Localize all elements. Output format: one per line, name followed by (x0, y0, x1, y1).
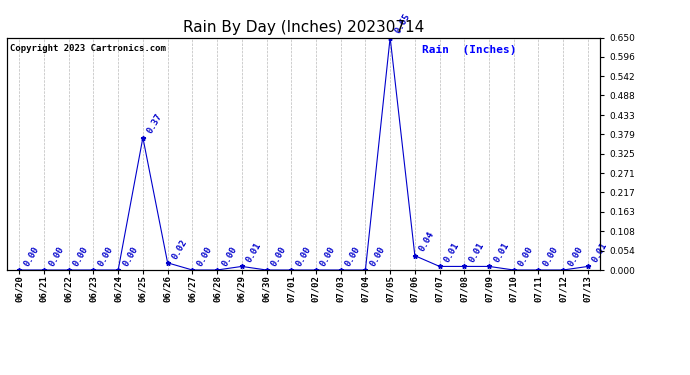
Text: 0.00: 0.00 (319, 244, 337, 268)
Text: 0.00: 0.00 (517, 244, 535, 268)
Text: Copyright 2023 Cartronics.com: Copyright 2023 Cartronics.com (10, 45, 166, 54)
Text: 0.65: 0.65 (393, 12, 412, 35)
Title: Rain By Day (Inches) 20230714: Rain By Day (Inches) 20230714 (183, 20, 424, 35)
Text: 0.01: 0.01 (591, 241, 609, 264)
Text: 0.01: 0.01 (467, 241, 486, 264)
Text: 0.01: 0.01 (492, 241, 511, 264)
Text: 0.00: 0.00 (195, 244, 214, 268)
Text: 0.00: 0.00 (97, 244, 115, 268)
Text: 0.02: 0.02 (170, 237, 189, 261)
Text: 0.00: 0.00 (22, 244, 41, 268)
Text: Rain  (Inches): Rain (Inches) (422, 45, 517, 54)
Text: 0.00: 0.00 (368, 244, 387, 268)
Text: 0.00: 0.00 (294, 244, 313, 268)
Text: 0.00: 0.00 (542, 244, 560, 268)
Text: 0.01: 0.01 (245, 241, 264, 264)
Text: 0.00: 0.00 (344, 244, 362, 268)
Text: 0.00: 0.00 (47, 244, 66, 268)
Text: 0.37: 0.37 (146, 112, 164, 135)
Text: 0.01: 0.01 (442, 241, 461, 264)
Text: 0.00: 0.00 (72, 244, 90, 268)
Text: 0.00: 0.00 (566, 244, 584, 268)
Text: 0.04: 0.04 (418, 230, 436, 254)
Text: 0.00: 0.00 (270, 244, 288, 268)
Text: 0.00: 0.00 (121, 244, 139, 268)
Text: 0.00: 0.00 (220, 244, 239, 268)
